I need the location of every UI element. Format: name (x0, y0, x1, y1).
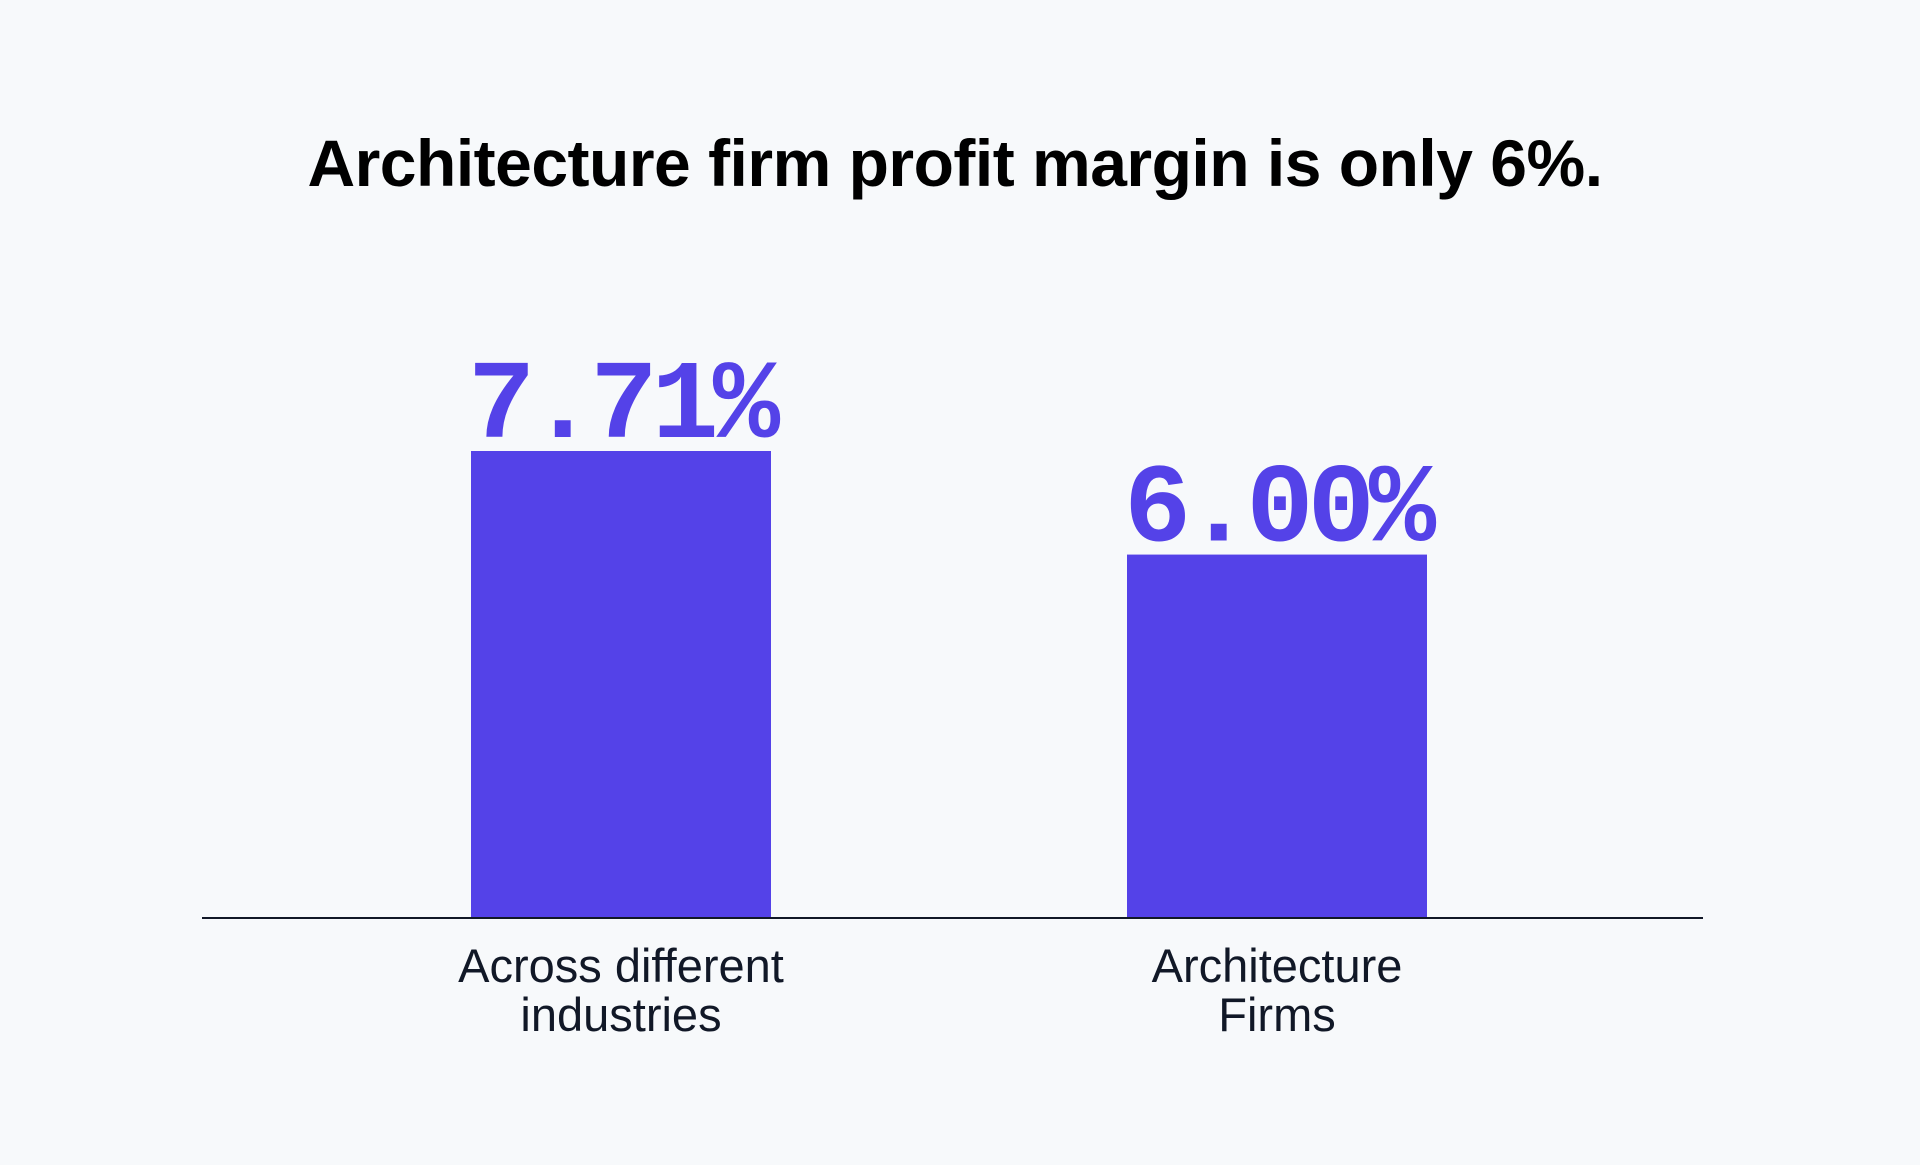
chart-title: Architecture firm profit margin is only … (307, 126, 1603, 200)
bar-0 (471, 451, 771, 918)
category-label-1-line-0: Architecture (1152, 939, 1403, 992)
category-label-0-line-0: Across different (458, 939, 784, 992)
bar-1 (1127, 554, 1427, 918)
category-label-0-line-1: industries (520, 988, 721, 1041)
value-label-1: 6.00% (1124, 448, 1437, 575)
value-label-0: 7.71% (468, 344, 781, 471)
category-label-1-line-1: Firms (1218, 988, 1335, 1041)
